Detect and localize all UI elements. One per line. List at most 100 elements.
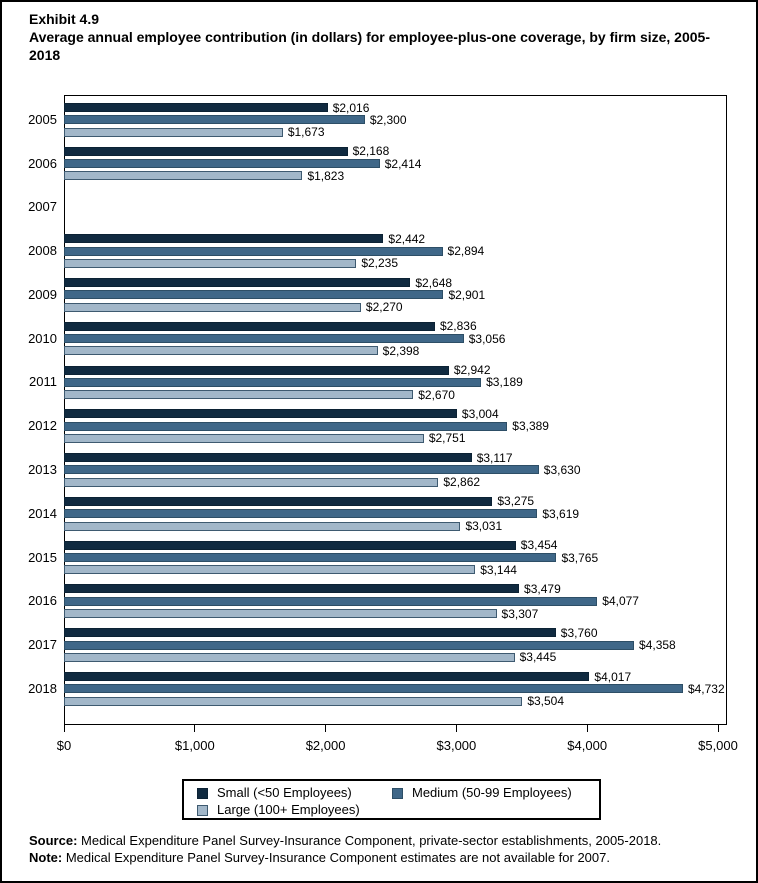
chart-title: Average annual employee contribution (in… xyxy=(29,29,710,63)
bar-small-2013 xyxy=(64,453,472,463)
value-label-small-2010: $2,836 xyxy=(439,319,477,334)
year-label: 2011 xyxy=(29,374,57,390)
value-label-small-2015: $3,454 xyxy=(520,538,558,553)
value-label-medium-2016: $4,077 xyxy=(602,594,639,609)
value-label-large-2014: $3,031 xyxy=(465,519,503,534)
bar-medium-2017 xyxy=(64,640,635,650)
value-label-small-2008: $2,442 xyxy=(388,231,426,246)
x-tick-label-4000: $4,000 xyxy=(567,738,608,753)
exhibit-number: Exhibit 4.9 xyxy=(29,11,100,27)
year-label: 2006 xyxy=(28,155,57,171)
value-label-medium-2017: $4,358 xyxy=(639,638,676,653)
value-label-medium-2006: $2,414 xyxy=(384,156,422,171)
value-label-small-2016: $3,479 xyxy=(524,581,561,596)
value-label-medium-2018: $4,732 xyxy=(687,681,725,696)
year-label: 2007 xyxy=(28,199,57,215)
legend-label-medium: Medium (50-99 Employees) xyxy=(412,785,572,800)
bar-small-2017 xyxy=(64,628,556,638)
value-label-large-2011: $2,670 xyxy=(418,387,455,402)
year-label: 2018 xyxy=(28,680,57,696)
value-label-large-2008: $2,235 xyxy=(361,256,399,271)
note-label: Note: xyxy=(29,850,63,865)
footer-notes: Source: Medical Expenditure Panel Survey… xyxy=(29,832,739,866)
year-label: 2013 xyxy=(28,461,57,477)
bar-small-2011 xyxy=(64,365,449,375)
bar-medium-2012 xyxy=(64,421,508,431)
value-label-medium-2013: $3,630 xyxy=(543,462,581,477)
x-tick-2000 xyxy=(325,724,327,732)
value-label-small-2011: $2,942 xyxy=(453,363,491,378)
bar-small-2014 xyxy=(64,496,493,506)
value-label-large-2009: $2,270 xyxy=(365,300,403,315)
legend-item-large: Large (100+ Employees) xyxy=(197,802,360,818)
x-tick-4000 xyxy=(586,724,588,732)
x-tick-3000 xyxy=(455,724,457,732)
year-label: 2010 xyxy=(28,330,57,346)
source-text: Medical Expenditure Panel Survey-Insuran… xyxy=(77,833,662,848)
legend-item-medium: Medium (50-99 Employees) xyxy=(392,785,572,801)
source-label: Source: xyxy=(29,833,78,848)
year-label: 2015 xyxy=(28,549,57,565)
value-label-medium-2010: $3,056 xyxy=(468,331,506,346)
legend-label-large: Large (100+ Employees) xyxy=(217,802,360,817)
bar-small-2015 xyxy=(64,540,516,550)
value-label-large-2018: $3,504 xyxy=(527,694,565,709)
bar-large-2012 xyxy=(64,433,424,443)
note-text: Medical Expenditure Panel Survey-Insuran… xyxy=(62,850,610,865)
bar-small-2010 xyxy=(64,321,435,331)
bar-large-2006 xyxy=(64,171,303,181)
year-label: 2016 xyxy=(28,593,57,609)
bar-large-2008 xyxy=(64,258,357,268)
value-label-large-2012: $2,751 xyxy=(428,431,466,446)
bar-small-2012 xyxy=(64,409,457,419)
value-label-large-2010: $2,398 xyxy=(382,343,420,358)
value-label-small-2009: $2,648 xyxy=(415,275,453,290)
x-tick-label-5000: $5,000 xyxy=(698,738,738,753)
x-tick-1000 xyxy=(194,724,196,732)
value-label-small-2005: $2,016 xyxy=(332,100,370,115)
x-tick-label-1000: $1,000 xyxy=(174,738,215,753)
bar-small-2016 xyxy=(64,584,520,594)
value-label-large-2017: $3,445 xyxy=(519,650,557,665)
value-label-medium-2009: $2,901 xyxy=(448,287,486,302)
x-tick-label-3000: $3,000 xyxy=(436,738,477,753)
value-label-small-2006: $2,168 xyxy=(352,144,390,159)
value-label-small-2018: $4,017 xyxy=(594,669,632,684)
value-label-small-2013: $3,117 xyxy=(476,450,513,465)
value-label-large-2006: $1,823 xyxy=(307,168,345,183)
bar-medium-2010 xyxy=(64,334,464,344)
legend-swatch-large-icon xyxy=(197,804,208,816)
year-label: 2014 xyxy=(28,505,57,521)
bar-large-2014 xyxy=(64,521,461,531)
value-label-medium-2005: $2,300 xyxy=(369,112,407,127)
bar-medium-2006 xyxy=(64,159,380,169)
legend-swatch-small-icon xyxy=(197,787,208,799)
bar-medium-2011 xyxy=(64,377,482,387)
legend: Small (<50 Employees) Medium (50-99 Emplo… xyxy=(182,779,601,820)
bar-large-2015 xyxy=(64,565,476,575)
availability-note: Note: Medical Expenditure Panel Survey-I… xyxy=(29,849,739,866)
value-label-small-2014: $3,275 xyxy=(497,494,535,509)
bar-medium-2016 xyxy=(64,596,598,606)
value-label-large-2016: $3,307 xyxy=(501,606,539,621)
bar-large-2005 xyxy=(64,127,283,137)
bar-small-2008 xyxy=(64,234,384,244)
bar-small-2018 xyxy=(64,672,590,681)
bar-large-2009 xyxy=(64,302,361,312)
bar-large-2018 xyxy=(64,696,523,706)
year-label: 2005 xyxy=(28,111,57,127)
x-tick-0 xyxy=(63,724,65,732)
bar-medium-2018 xyxy=(64,684,683,694)
title-block: Exhibit 4.9 Average annual employee cont… xyxy=(29,10,729,64)
bar-large-2016 xyxy=(64,609,497,619)
value-label-medium-2011: $3,189 xyxy=(486,375,523,390)
value-label-large-2005: $1,673 xyxy=(287,125,325,140)
bar-small-2009 xyxy=(64,278,411,288)
bar-medium-2014 xyxy=(64,509,538,519)
bar-large-2013 xyxy=(64,477,439,487)
year-label: 2017 xyxy=(28,637,57,653)
value-label-large-2013: $2,862 xyxy=(443,475,481,490)
legend-label-small: Small (<50 Employees) xyxy=(217,785,352,800)
x-tick-label-2000: $2,000 xyxy=(305,738,346,753)
